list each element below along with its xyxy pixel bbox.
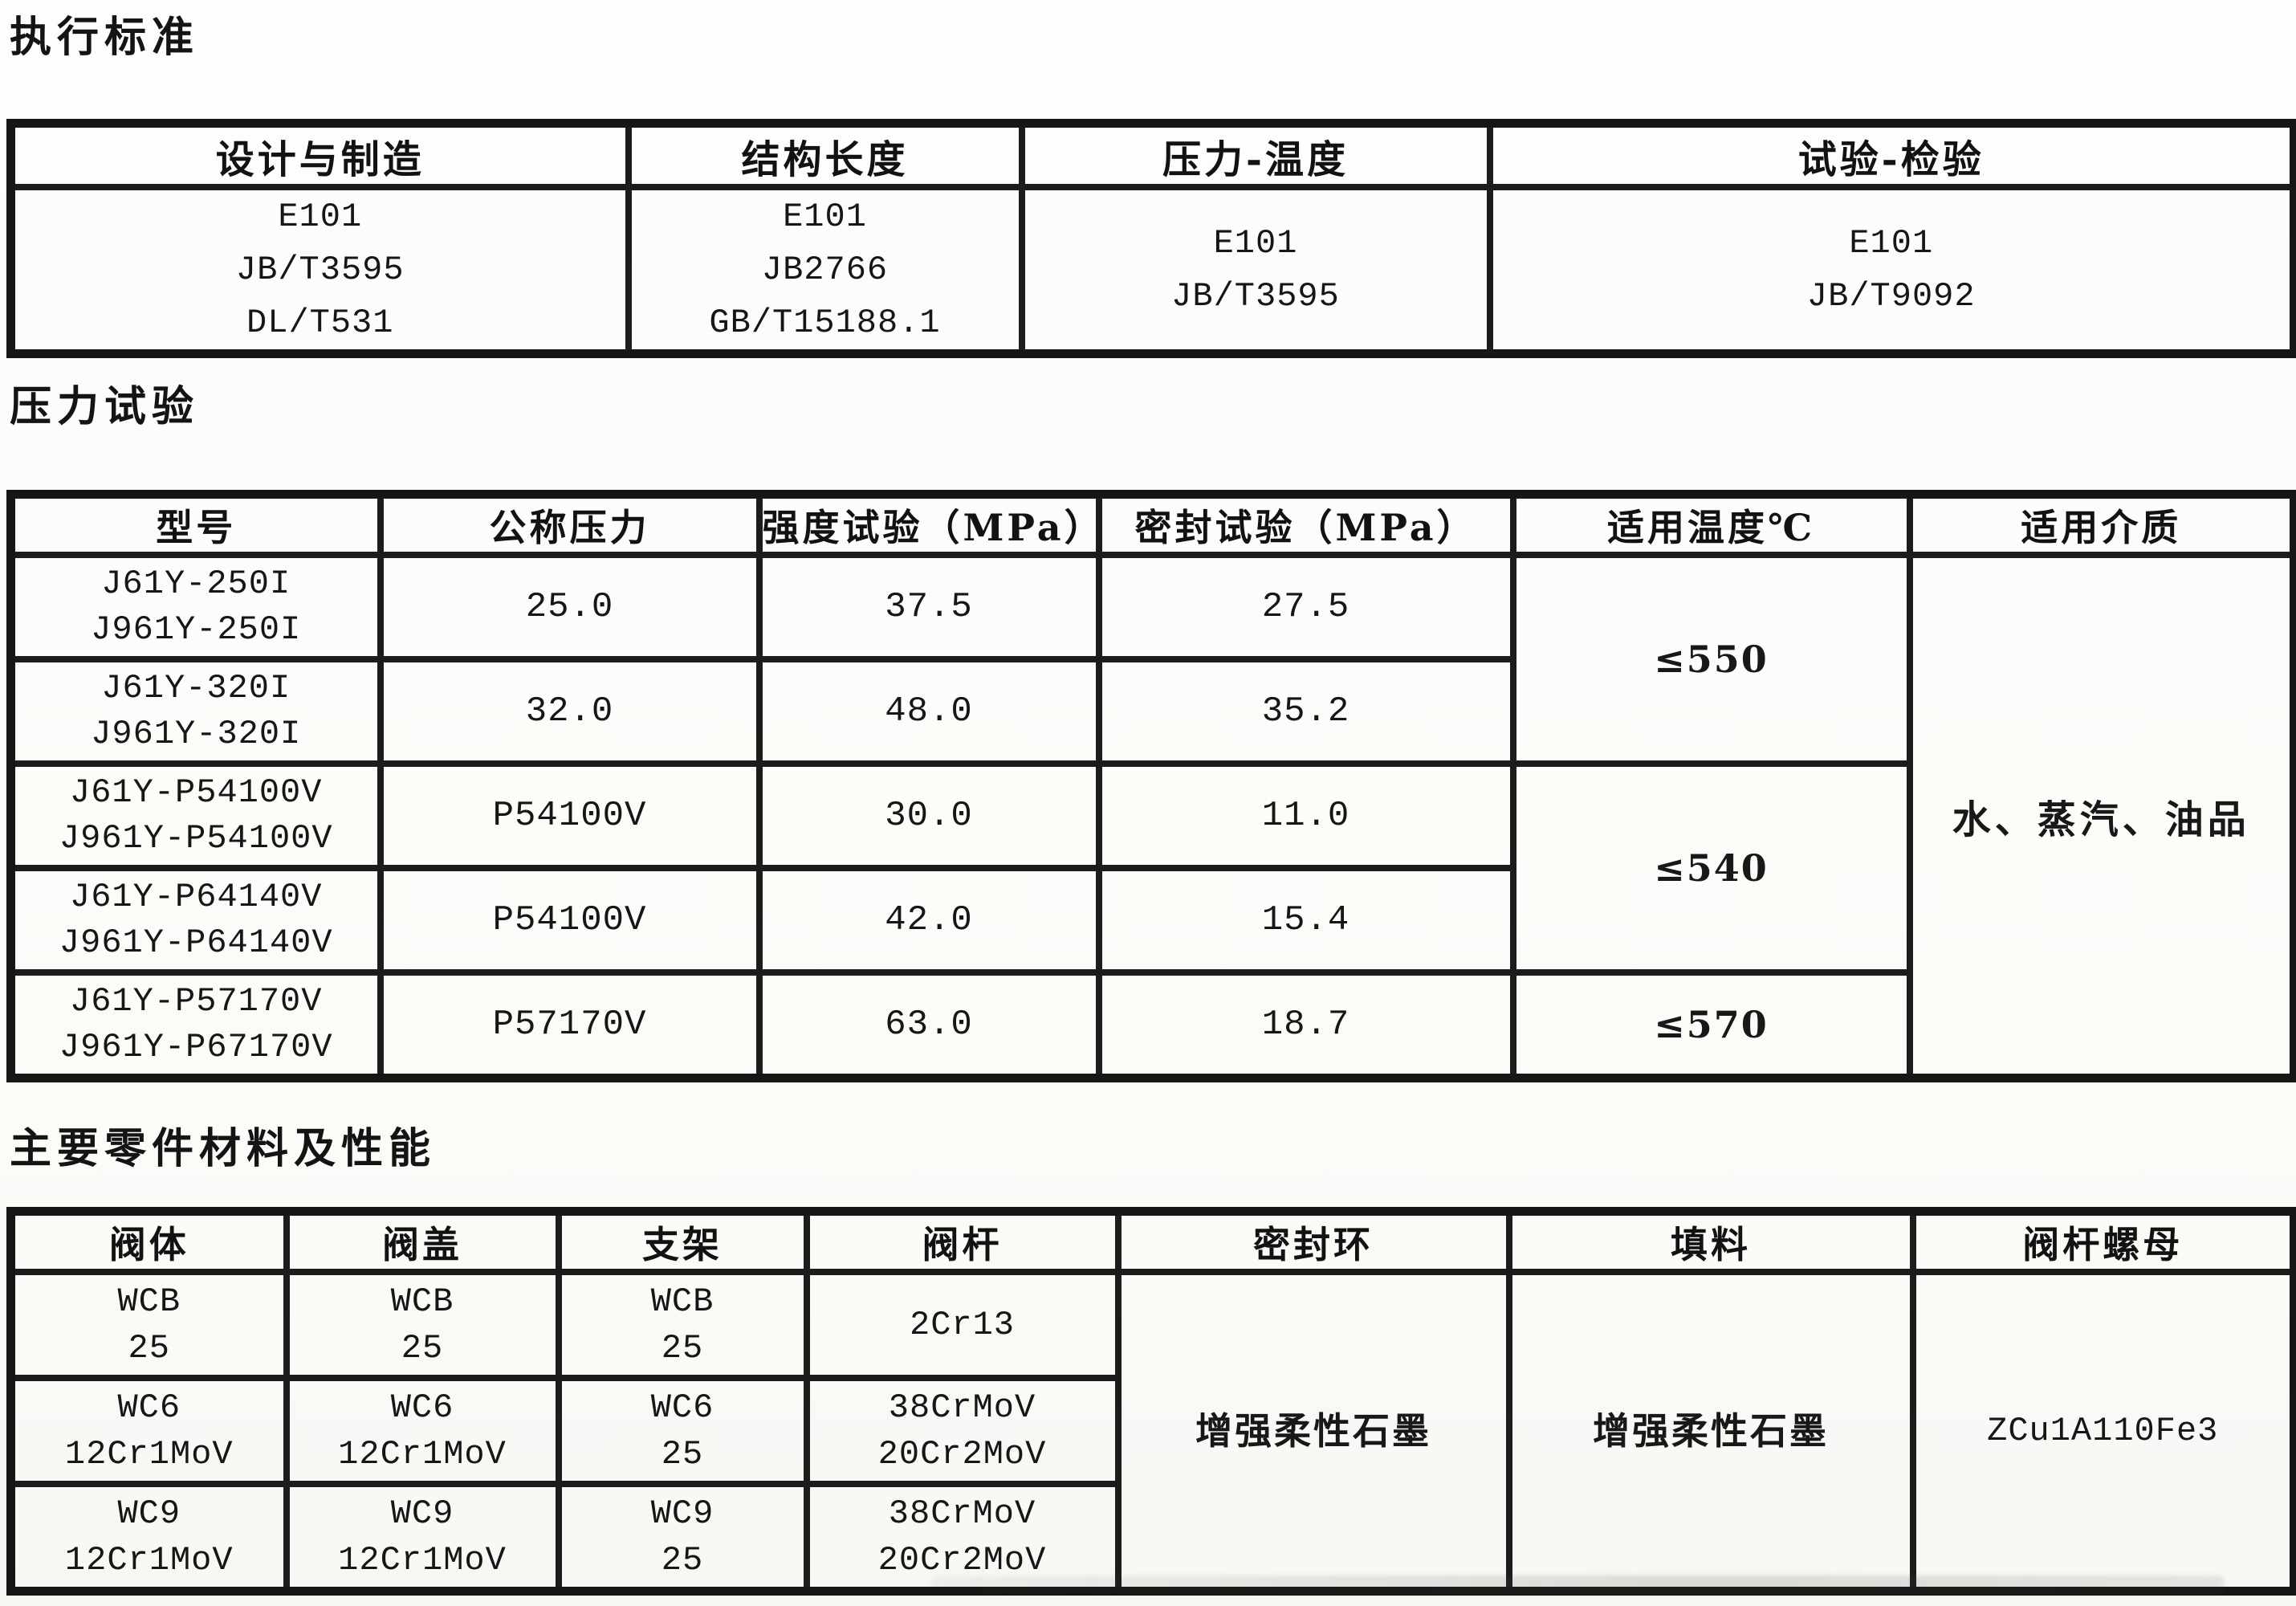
pressure-header-medium: 适用介质 xyxy=(1906,491,2296,558)
pressure-cell-medium: 水、蒸汽、油品 xyxy=(1906,552,2296,1082)
pressure-test-table: 型号 公称压力 强度试验（MPa） 密封试验（MPa） 适用温度℃ 适用介质 J… xyxy=(6,490,2296,1082)
materials-header-bonnet: 阀盖 xyxy=(283,1208,562,1275)
pressure-cell-strength-4: 42.0 xyxy=(755,865,1102,976)
materials-cell-body-1: WCB 25 xyxy=(7,1269,290,1381)
pressure-header-temperature: 适用温度℃ xyxy=(1509,491,1913,558)
materials-cell-body-3: WC9 12Cr1MoV xyxy=(7,1481,290,1595)
materials-row-1: WCB 25 WCB 25 WCB 25 2Cr13 增强柔性石墨 增强柔性石墨… xyxy=(7,1269,2296,1595)
standards-header-design: 设计与制造 xyxy=(7,120,632,190)
pressure-row-1: J61Y-250I J961Y-250I 25.0 37.5 27.5 ≤550… xyxy=(7,552,2296,1082)
pressure-cell-temp-group-3: ≤570 xyxy=(1509,969,1913,1082)
pressure-cell-temp-group-2: ≤540 xyxy=(1509,760,1913,976)
standards-cell-test-inspect: E101 JB/T9092 xyxy=(1486,184,2296,357)
standards-header-row: 设计与制造 结构长度 压力-温度 试验-检验 xyxy=(7,120,2296,190)
scan-shadow-artifact xyxy=(931,1575,2224,1595)
materials-cell-stem-3: 38CrMoV 20Cr2MoV xyxy=(803,1481,1122,1595)
pressure-cell-model-5: J61Y-P57170V J961Y-P67170V xyxy=(7,969,384,1082)
section-title-pressure-test: 压力试验 xyxy=(10,382,200,431)
pressure-cell-model-4: J61Y-P64140V J961Y-P64140V xyxy=(7,865,384,976)
materials-header-stem: 阀杆 xyxy=(803,1208,1122,1275)
pressure-cell-nominal-3: P54100V xyxy=(377,760,763,871)
pressure-header-nominal: 公称压力 xyxy=(377,491,763,558)
materials-cell-stem-1: 2Cr13 xyxy=(803,1269,1122,1381)
materials-table: 阀体 阀盖 支架 阀杆 密封环 填料 阀杆螺母 WCB 25 WCB 25 WC… xyxy=(6,1207,2296,1596)
pressure-cell-nominal-2: 32.0 xyxy=(377,656,763,767)
standards-table: 设计与制造 结构长度 压力-温度 试验-检验 E101 JB/T3595 DL/… xyxy=(6,119,2296,358)
materials-header-bracket: 支架 xyxy=(555,1208,810,1275)
materials-cell-bonnet-2: WC6 12Cr1MoV xyxy=(283,1375,562,1487)
pressure-cell-model-2: J61Y-320I J961Y-320I xyxy=(7,656,384,767)
materials-header-packing: 填料 xyxy=(1505,1208,1916,1275)
section-title-standards: 执行标准 xyxy=(10,13,200,62)
materials-cell-packing: 增强柔性石墨 xyxy=(1505,1269,1916,1595)
standards-header-length: 结构长度 xyxy=(625,120,1025,190)
pressure-cell-seal-2: 35.2 xyxy=(1095,656,1516,767)
pressure-cell-nominal-4: P54100V xyxy=(377,865,763,976)
materials-row-3: WC9 12Cr1MoV WC9 12Cr1MoV WC9 25 38CrMoV… xyxy=(7,1481,2294,1595)
standards-body-row: E101 JB/T3595 DL/T531 E101 JB2766 GB/T15… xyxy=(7,184,2296,357)
materials-cell-stem-nut: ZCu1A110Fe3 xyxy=(1909,1269,2296,1595)
standards-header-pressure-temp: 压力-温度 xyxy=(1018,120,1493,190)
pressure-row-3: J61Y-P54100V J961Y-P54100V P54100V 30.0 … xyxy=(7,760,2294,976)
pressure-cell-strength-3: 30.0 xyxy=(755,760,1102,871)
pressure-cell-strength-5: 63.0 xyxy=(755,969,1102,1082)
materials-cell-bonnet-1: WCB 25 xyxy=(283,1269,562,1381)
materials-cell-body-2: WC6 12Cr1MoV xyxy=(7,1375,290,1487)
materials-cell-seal-ring: 增强柔性石墨 xyxy=(1114,1269,1512,1595)
pressure-header-seal: 密封试验（MPa） xyxy=(1095,491,1516,558)
pressure-cell-temp-group-1: ≤550 xyxy=(1509,552,1913,767)
pressure-cell-seal-5: 18.7 xyxy=(1095,969,1516,1082)
materials-cell-bracket-3: WC9 25 xyxy=(555,1481,810,1595)
pressure-header-strength: 强度试验（MPa） xyxy=(755,491,1102,558)
standards-cell-length: E101 JB2766 GB/T15188.1 xyxy=(625,184,1025,357)
pressure-cell-seal-3: 11.0 xyxy=(1095,760,1516,871)
section-title-materials: 主要零件材料及性能 xyxy=(10,1124,437,1173)
pressure-row-2: J61Y-320I J961Y-320I 32.0 48.0 35.2 xyxy=(7,656,2294,767)
pressure-cell-seal-1: 27.5 xyxy=(1095,552,1516,662)
pressure-cell-seal-4: 15.4 xyxy=(1095,865,1516,976)
materials-row-2: WC6 12Cr1MoV WC6 12Cr1MoV WC6 25 38CrMoV… xyxy=(7,1375,2294,1487)
materials-header-seal-ring: 密封环 xyxy=(1114,1208,1512,1275)
standards-cell-design: E101 JB/T3595 DL/T531 xyxy=(7,184,632,357)
materials-header-row: 阀体 阀盖 支架 阀杆 密封环 填料 阀杆螺母 xyxy=(7,1208,2296,1275)
materials-header-stem-nut: 阀杆螺母 xyxy=(1909,1208,2296,1275)
pressure-header-row: 型号 公称压力 强度试验（MPa） 密封试验（MPa） 适用温度℃ 适用介质 xyxy=(7,491,2296,558)
materials-cell-bracket-1: WCB 25 xyxy=(555,1269,810,1381)
standards-cell-pressure-temp: E101 JB/T3595 xyxy=(1018,184,1493,357)
materials-cell-stem-2: 38CrMoV 20Cr2MoV xyxy=(803,1375,1122,1487)
pressure-cell-model-3: J61Y-P54100V J961Y-P54100V xyxy=(7,760,384,871)
pressure-cell-model-1: J61Y-250I J961Y-250I xyxy=(7,552,384,662)
materials-cell-bonnet-3: WC9 12Cr1MoV xyxy=(283,1481,562,1595)
pressure-cell-strength-2: 48.0 xyxy=(755,656,1102,767)
pressure-header-model: 型号 xyxy=(7,491,384,558)
pressure-cell-strength-1: 37.5 xyxy=(755,552,1102,662)
standards-header-test-inspect: 试验-检验 xyxy=(1486,120,2296,190)
pressure-cell-nominal-5: P57170V xyxy=(377,969,763,1082)
pressure-cell-nominal-1: 25.0 xyxy=(377,552,763,662)
pressure-row-4: J61Y-P64140V J961Y-P64140V P54100V 42.0 … xyxy=(7,865,2294,976)
materials-header-body: 阀体 xyxy=(7,1208,290,1275)
pressure-row-5: J61Y-P57170V J961Y-P67170V P57170V 63.0 … xyxy=(7,969,2294,1082)
materials-cell-bracket-2: WC6 25 xyxy=(555,1375,810,1487)
